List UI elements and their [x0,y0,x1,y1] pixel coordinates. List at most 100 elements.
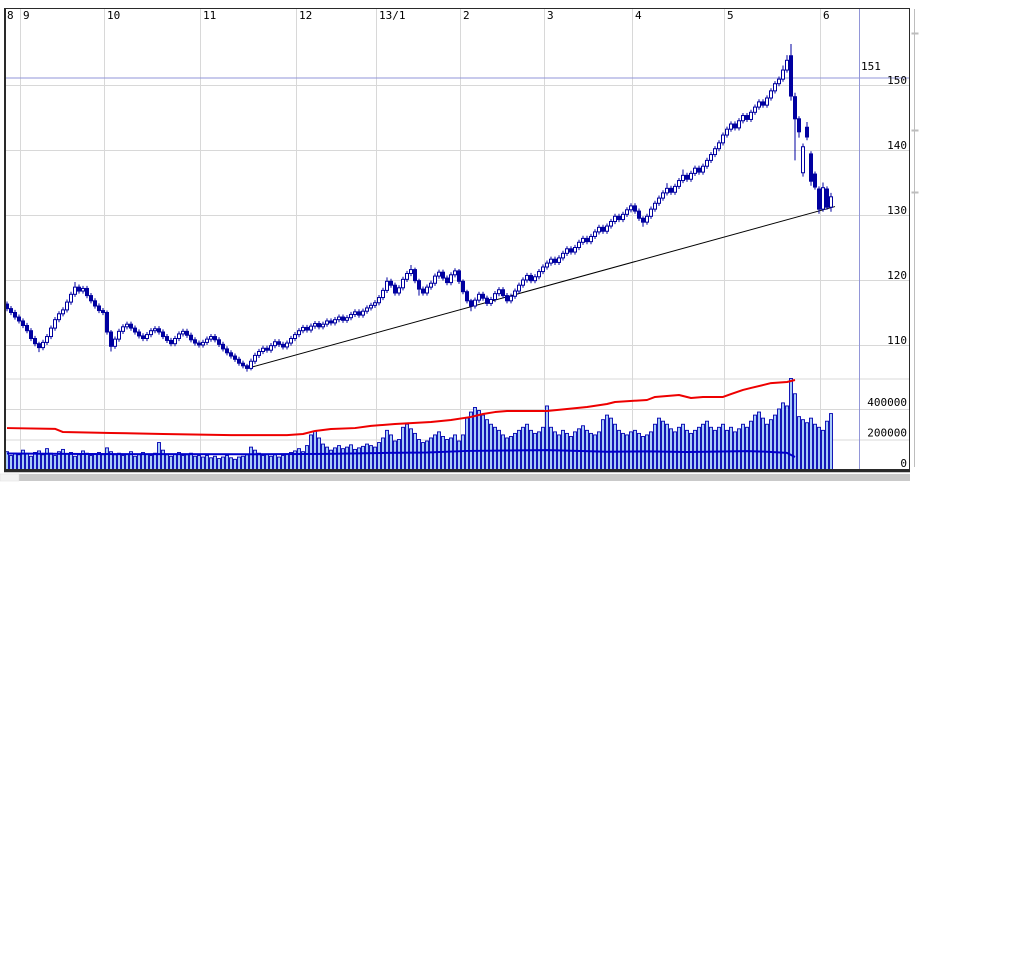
candle-body [705,159,709,167]
candle-body [77,286,81,292]
candle-body [577,241,581,249]
volume-bar [205,455,209,471]
volume-bar [709,426,713,471]
volume-bar [541,426,545,471]
scrollbar-track[interactable] [0,474,910,481]
volume-bar [333,447,337,471]
candle-body [537,271,541,278]
volume-bar [33,452,37,471]
candle-body [29,330,33,340]
candle-body [593,231,597,237]
candle-body [797,118,801,133]
volume-bar [729,426,733,471]
volume-bar [665,423,669,471]
candle-body [693,167,697,174]
volume-bar [117,452,121,471]
candle-body [357,311,361,316]
candle-body [105,312,109,333]
volume-bar [101,454,105,471]
volume-bar [265,453,269,471]
candle-body [473,299,477,307]
volume-bar [813,423,817,471]
candle-body [621,213,625,221]
candle-body [617,215,621,221]
candle-body [269,345,273,351]
horizontal-scrollbar[interactable] [0,473,910,482]
volume-bar [609,417,613,471]
chart-frame [4,8,910,473]
volume-bar [325,446,329,471]
volume-bar [289,452,293,471]
volume-bar [173,453,177,471]
volume-bar [357,447,361,471]
volume-bar [269,455,273,471]
volume-bar [481,414,485,471]
volume-bar [17,454,21,471]
candle-body [189,334,193,341]
candle-body [405,273,409,280]
volume-bar [437,431,441,471]
volume-bar [241,455,245,471]
volume-bar [809,417,813,471]
candle-body [173,338,177,345]
volume-bar [201,456,205,471]
candle-body [681,174,685,182]
candle-body [141,335,145,339]
candle-body [85,287,89,297]
candle-body [221,343,225,350]
candle-body [229,352,233,357]
volume-bar [93,453,97,471]
volume-bar [633,429,637,471]
scrollbar-thumb[interactable] [0,473,20,482]
candle-body [513,290,517,297]
candle-body [249,360,253,369]
candle-body [345,317,349,321]
candle-body [49,327,53,338]
candle-body [493,293,497,300]
candle-body [101,310,105,313]
volume-bar [565,432,569,471]
candle-body [153,328,157,332]
candle-body [525,274,529,281]
volume-bar [221,456,225,471]
volume-bar [133,455,137,471]
candle-body [65,301,69,311]
volume-bar [261,455,265,471]
volume-bar [9,455,13,471]
candle-body [309,325,313,331]
candle-body [217,339,221,345]
candle-body [205,338,209,343]
candle-body [97,305,101,312]
candle-body [161,331,165,338]
trendline [246,206,836,369]
volume-bar [653,423,657,471]
vertical-slider[interactable] [911,9,919,467]
candle-body [829,196,833,208]
volume-bar [705,420,709,471]
month-label: 3 [547,9,554,22]
volume-bar [349,444,353,471]
volume-bar [373,446,377,471]
volume-bar [785,405,789,471]
candle-body [253,354,257,362]
candle-body [149,330,153,336]
candle-body [645,215,649,223]
candle-body [361,310,365,316]
candle-body [653,202,657,210]
candle-body [197,342,201,346]
candle-body [757,101,761,108]
candle-body [437,271,441,277]
candle-body [541,266,545,273]
overlay-lines [6,379,796,458]
price-tick-label: 120 [887,269,907,282]
volume-bar [713,429,717,471]
volume-bar [457,440,461,471]
candle-body [133,327,137,333]
volume-bar [669,428,673,471]
candle-body [585,237,589,243]
volume-bar [701,423,705,471]
candle-body [573,247,577,253]
candle-body [409,269,413,275]
volume-bar [393,440,397,471]
candle-body [13,312,17,318]
